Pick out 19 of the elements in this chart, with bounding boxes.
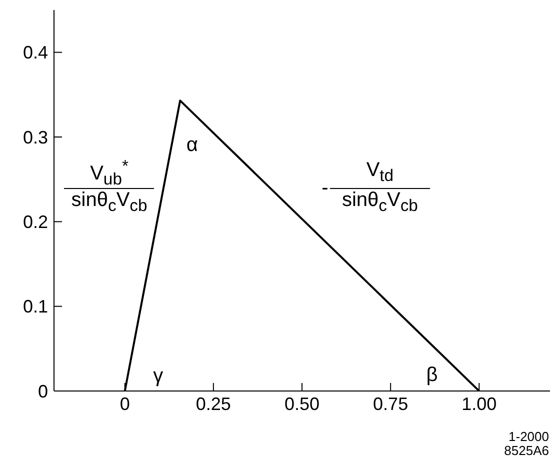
- annotation: sinθ$_{c}$V$_{cb}$: [71, 189, 148, 218]
- annotation: γ: [153, 364, 164, 387]
- annotation: β: [426, 364, 438, 386]
- text: 1-2000: [508, 429, 549, 444]
- text: 8525A6: [503, 443, 549, 458]
- y-tick-label: 0.1: [22, 296, 48, 317]
- x-tick-label: 0.25: [196, 394, 231, 414]
- y-tick-label: 0: [38, 381, 48, 402]
- y-tick-label: 0.3: [22, 127, 48, 148]
- annotation: α: [186, 134, 198, 156]
- annotation: -: [322, 176, 328, 199]
- x-tick-label: 1.00: [462, 394, 497, 414]
- x-tick-label: 0.75: [373, 394, 408, 414]
- y-tick-label: 0.2: [22, 212, 48, 232]
- y-tick-label: 0.4: [22, 42, 48, 63]
- annotation: V$_{td}$: [366, 158, 394, 187]
- x-tick-label: 0: [120, 394, 130, 414]
- annotation: sinθ$_{c}$V$_{cb}$: [342, 189, 418, 218]
- x-tick-label: 0.50: [284, 394, 320, 414]
